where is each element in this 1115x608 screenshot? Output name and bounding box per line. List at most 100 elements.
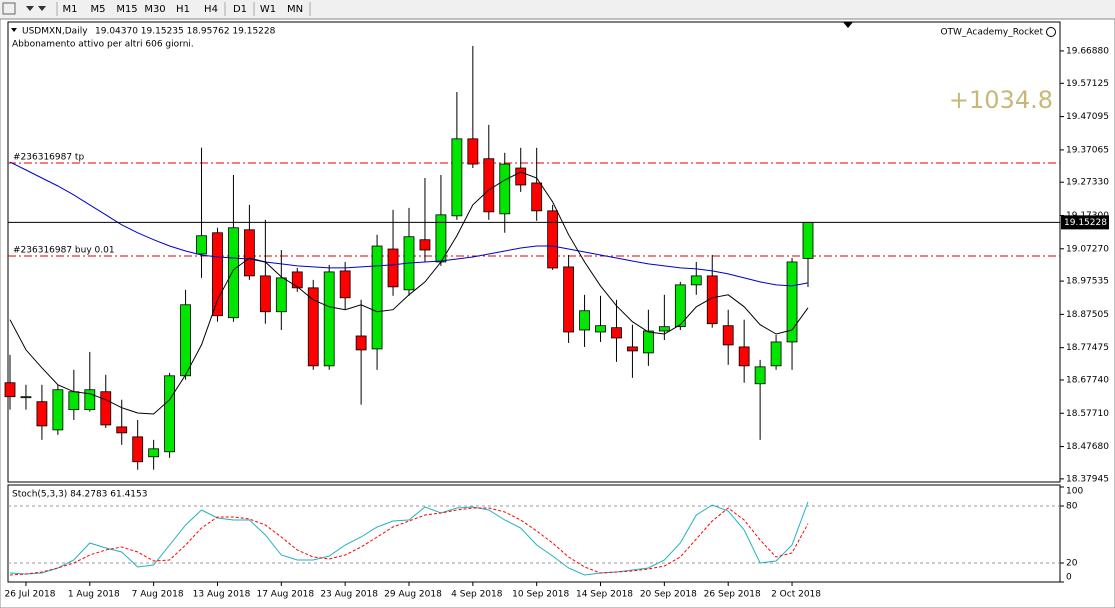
candle-body (770, 341, 782, 367)
x-tick-label: 26 Jul 2018 (4, 590, 55, 600)
x-tick-label: 20 Sep 2018 (640, 590, 697, 600)
y-tick-label: 19.57125 (1066, 79, 1109, 89)
candle-body (611, 327, 622, 339)
timeframe-button[interactable]: M30 (144, 4, 165, 15)
y-tick-label: 19.66880 (1066, 46, 1109, 56)
candle-body (212, 232, 223, 317)
y-tick-label: 18.77475 (1066, 343, 1109, 353)
candle-body (275, 277, 287, 313)
stoch-panel (7, 484, 1061, 583)
price-panel (7, 21, 1061, 483)
menu-arrow[interactable] (11, 28, 17, 32)
candle-body (196, 235, 207, 255)
timeframe-button[interactable]: W1 (260, 4, 276, 15)
candle-body (164, 375, 176, 453)
candle-body (68, 391, 80, 411)
bid-label: 19.15228 (1064, 218, 1107, 228)
timeframe-button[interactable]: M5 (91, 4, 106, 15)
candle-body (180, 304, 191, 377)
candle-body (531, 182, 543, 212)
x-tick-label: 17 Aug 2018 (256, 590, 314, 600)
candle-body (132, 436, 144, 463)
y-tick-label: 20 (1066, 559, 1078, 569)
candle-body (547, 210, 559, 269)
y-tick-label: 19.27330 (1066, 178, 1109, 188)
candle-body (228, 227, 239, 319)
candle-body (148, 448, 160, 458)
candle-body (627, 346, 638, 352)
y-tick-label: 18.97535 (1066, 277, 1109, 287)
candle-body (323, 271, 335, 367)
subscription: Abbonamento attivo per altri 606 giorni. (12, 40, 194, 50)
timeframe-button[interactable]: D1 (233, 4, 247, 15)
x-tick-label: 7 Aug 2018 (132, 590, 184, 600)
toolbar (0, 0, 1115, 18)
x-tick-label: 29 Aug 2018 (384, 590, 442, 600)
candle-body (499, 163, 511, 215)
toolbar-arrows[interactable] (26, 6, 46, 11)
moving-average (9, 171, 809, 415)
stoch-title: Stoch(5,3,3) 84.2783 61.4153 (12, 490, 147, 500)
candle-body (307, 287, 319, 367)
candle-body (52, 389, 64, 431)
shift-marker (843, 22, 853, 28)
candle-body (579, 310, 590, 331)
candle-body (419, 239, 431, 251)
candle-body (371, 245, 383, 350)
candle-body (291, 271, 303, 289)
timeframe-button[interactable]: M15 (116, 4, 137, 15)
y-tick-label: 18.87505 (1066, 310, 1109, 320)
profit: +1034.8 (949, 86, 1053, 114)
candle-body (690, 275, 702, 286)
candle-body (467, 138, 479, 165)
y-tick-label: 100 (1066, 487, 1083, 497)
candle-body (738, 346, 750, 367)
candle-body (754, 366, 766, 385)
y-tick-label: 0 (1066, 573, 1072, 583)
x-tick-label: 23 Aug 2018 (320, 590, 378, 600)
x-tick-label: 26 Sep 2018 (704, 590, 761, 600)
timeframe-button[interactable]: M1 (63, 4, 78, 15)
candle-body (339, 270, 351, 299)
x-tick-label: 2 Oct 2018 (771, 590, 821, 600)
candle-body (4, 382, 16, 398)
stoch-line (9, 507, 809, 576)
candle-body (706, 275, 718, 325)
candle-body (451, 138, 463, 217)
ohlc: 19.04370 19.15235 18.95762 19.15228 (95, 27, 276, 37)
candle-body (100, 391, 112, 426)
candle-body (722, 325, 734, 346)
chart-window (0, 18, 1115, 608)
timeframe-button[interactable]: H4 (204, 4, 218, 15)
moving-average (9, 161, 809, 287)
candle-body (802, 221, 814, 259)
y-tick-label: 19.47095 (1066, 112, 1109, 122)
candle-body (20, 396, 32, 399)
order-label: #236316987 buy 0.01 (13, 245, 115, 255)
expert-name: OTW_Academy_Rocket (940, 28, 1043, 38)
x-tick-label: 13 Aug 2018 (193, 590, 251, 600)
candle-body (786, 261, 798, 343)
timeframe-button[interactable]: MN (287, 4, 303, 15)
y-tick-label: 18.47680 (1066, 442, 1109, 452)
candle-body (595, 325, 606, 333)
y-tick-label: 19.07270 (1066, 244, 1109, 254)
timeframe-button[interactable]: H1 (176, 4, 190, 15)
candle-body (355, 335, 367, 351)
candle-body (387, 248, 399, 288)
candle-body (259, 275, 271, 313)
toolbar-icon[interactable] (2, 2, 16, 15)
expert-icon[interactable] (1046, 27, 1056, 37)
y-tick-label: 18.57710 (1066, 409, 1109, 419)
order-label: #236316987 tp (13, 153, 84, 163)
stoch-line (9, 501, 809, 576)
bid-box (1061, 215, 1109, 230)
candle-body (243, 229, 255, 277)
x-tick-label: 1 Aug 2018 (68, 590, 120, 600)
candle-body (515, 167, 527, 186)
x-tick-label: 4 Sep 2018 (451, 590, 503, 600)
candle-body (483, 158, 495, 213)
y-tick-label: 18.67740 (1066, 375, 1109, 385)
x-tick-label: 10 Sep 2018 (512, 590, 569, 600)
